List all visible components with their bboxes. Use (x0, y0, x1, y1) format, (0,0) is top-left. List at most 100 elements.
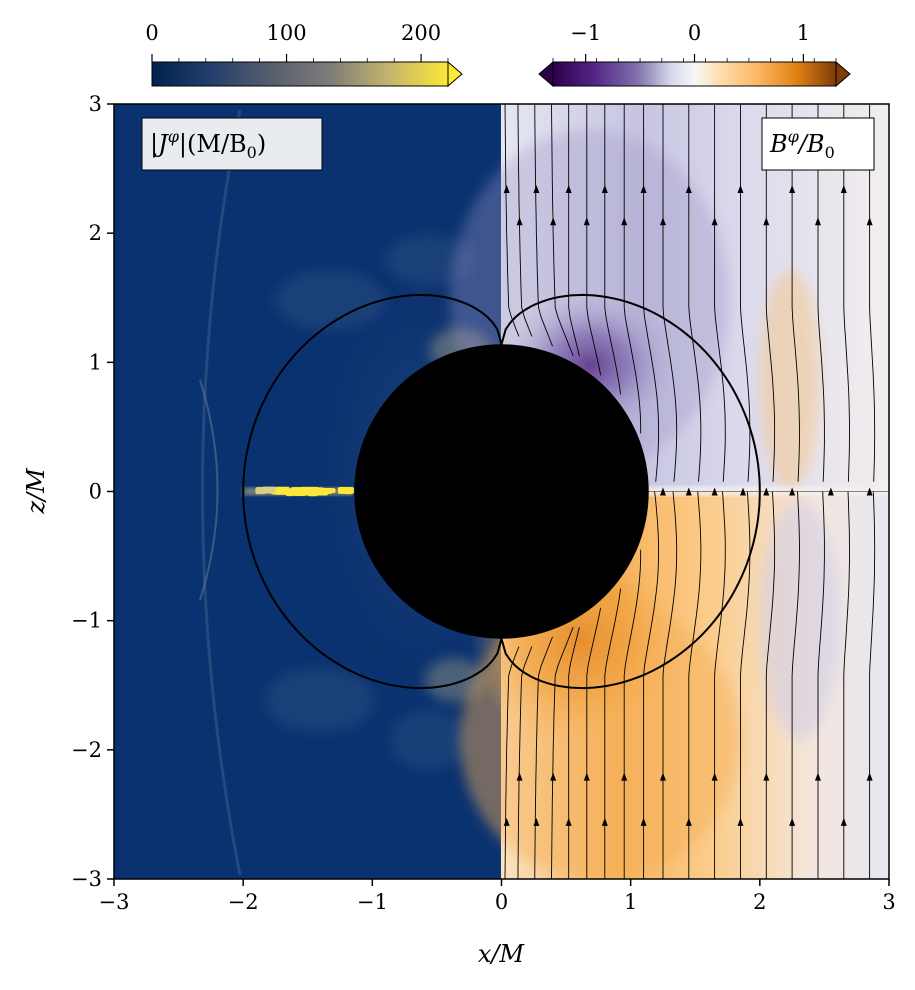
x-tick-label: 3 (882, 890, 895, 914)
colorbar-bphi-extend-min (538, 60, 554, 88)
field-line-arrow (789, 184, 796, 193)
x-tick-label: 1 (624, 890, 637, 914)
field-line-arrow (621, 772, 628, 781)
field-line (568, 626, 580, 879)
bphi-label: Bφ/B0 (769, 127, 835, 162)
x-tick-label: −2 (228, 890, 259, 914)
field-line-arrow (503, 184, 510, 193)
field-line-arrow (533, 817, 540, 826)
current-sheet-segment (319, 487, 333, 495)
current-sheet-segment (313, 487, 320, 494)
field-line (517, 646, 533, 879)
y-axis-label: z/M (22, 467, 50, 515)
field-line-arrow (685, 817, 692, 826)
field-line-arrow (763, 772, 770, 781)
field-line-arrow (550, 217, 557, 226)
field-line-arrow (789, 817, 796, 826)
colorbar-bphi-bar (552, 61, 837, 87)
bphi-equator-strip (640, 486, 889, 496)
field-line-arrow (601, 817, 608, 826)
field-line (534, 104, 553, 347)
field-line (765, 491, 776, 879)
field-line-arrow (763, 217, 770, 226)
field-line-arrow (866, 772, 873, 781)
current-density-label: |Jφ|(M/B0) (150, 127, 266, 162)
field-line-arrow (737, 184, 744, 193)
y-tick-label: 3 (89, 92, 102, 116)
current-density-wisp (265, 668, 375, 732)
colorbar-tick-label: 100 (266, 21, 306, 45)
field-line (740, 104, 751, 482)
current-density-wisp (390, 710, 470, 770)
x-tick-label: −3 (99, 890, 130, 914)
field-line (586, 607, 602, 879)
field-line-arrow (840, 817, 847, 826)
colorbar-bphi-extend-max (835, 60, 851, 88)
x-tick-label: 0 (495, 890, 508, 914)
current-density-shock-arc (201, 109, 242, 876)
x-tick-label: −1 (357, 890, 388, 914)
field-line (643, 104, 660, 482)
field-line-arrow (685, 184, 692, 193)
bphi-negative-band (760, 500, 840, 740)
current-sheet-segment (255, 488, 272, 494)
x-tick-label: 2 (753, 890, 766, 914)
current-sheet-segment (273, 488, 291, 495)
field-line (662, 491, 678, 879)
colorbar-bphi: −1 0 1 (538, 21, 851, 88)
field-line-arrow (814, 217, 821, 226)
field-line-arrow (565, 184, 572, 193)
field-line-arrow (601, 184, 608, 193)
bphi-positive-lobe-halo (460, 600, 740, 879)
current-sheet-segment (337, 487, 354, 494)
x-axis-label: x/M (478, 940, 526, 968)
field-line (643, 491, 660, 879)
colorbar-current-bar (151, 61, 449, 87)
y-axis: 3 2 1 0 −1 −2 −3 (71, 92, 114, 891)
field-line (688, 104, 702, 482)
field-line-arrow (711, 217, 718, 226)
field-line-arrow (659, 217, 666, 226)
current-density-label-frame (141, 117, 323, 171)
colorbar-current: 0 100 200 (145, 21, 463, 88)
field-line-arrow (583, 772, 590, 781)
field-line (504, 104, 520, 337)
field-line (662, 104, 678, 482)
y-tick-label: −3 (71, 867, 102, 891)
field-line-arrow (711, 772, 718, 781)
bphi-positive-band (760, 270, 820, 490)
field-line (551, 104, 574, 357)
y-tick-label: 0 (89, 480, 102, 504)
colorbar-tick-label: −1 (570, 21, 601, 45)
field-line-arrow (640, 184, 647, 193)
field-line-arrow (516, 772, 523, 781)
field-line-arrow (737, 817, 744, 826)
bphi-label-box: Bφ/B0 (761, 117, 875, 171)
colorbar-current-extend-max (447, 60, 463, 88)
field-line (714, 491, 726, 879)
field-line-arrow (565, 817, 572, 826)
y-tick-label: −2 (71, 738, 102, 762)
colorbar-tick-label: 0 (688, 21, 701, 45)
field-line (714, 104, 726, 482)
field-line-arrow (814, 772, 821, 781)
field-line (604, 104, 622, 395)
field-line-arrow (550, 772, 557, 781)
current-density-label-box: |Jφ|(M/B0) (141, 117, 323, 171)
colorbar-tick-label: 200 (401, 21, 441, 45)
current-density-wisp (275, 270, 385, 330)
colorbar-tick-label: 0 (145, 21, 158, 45)
field-line (504, 646, 520, 879)
ergosphere-outline (242, 293, 761, 690)
current-sheet (243, 486, 354, 497)
field-line (688, 491, 702, 879)
y-tick-label: 2 (89, 221, 102, 245)
current-sheet-segment (292, 487, 307, 496)
field-line-arrow (516, 217, 523, 226)
y-tick-label: −1 (71, 609, 102, 633)
field-line (551, 626, 574, 879)
field-line (623, 104, 642, 434)
field-line (869, 491, 876, 879)
colorbar-tick-label: 1 (797, 21, 810, 45)
field-line (791, 491, 800, 879)
